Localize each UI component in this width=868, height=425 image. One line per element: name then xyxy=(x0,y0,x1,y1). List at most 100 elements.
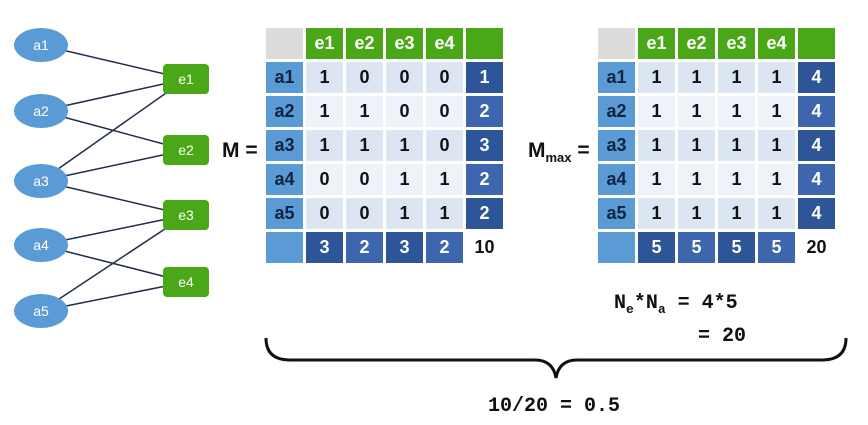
matrix-cell: 0 xyxy=(426,62,463,93)
node-a5: a5 xyxy=(14,294,68,328)
bipartite-graph: a1 a2 a3 a4 a5 e1 e2 e3 e4 xyxy=(14,28,209,328)
matrix-cell: 1 xyxy=(718,62,755,93)
matrix-cell: 1 xyxy=(346,130,383,161)
matrix-cell: 0 xyxy=(386,96,423,127)
row-header: a1 xyxy=(598,62,635,93)
row-sum: 4 xyxy=(798,198,835,229)
column-header: e3 xyxy=(386,28,423,59)
matrix-cell: 0 xyxy=(386,62,423,93)
matrix-cell: 0 xyxy=(346,198,383,229)
column-header: e2 xyxy=(346,28,383,59)
matrix-cell: 0 xyxy=(306,198,343,229)
svg-text:a5: a5 xyxy=(33,303,49,319)
column-header: e1 xyxy=(306,28,343,59)
total-sum: 20 xyxy=(798,232,835,263)
column-sum: 5 xyxy=(638,232,675,263)
column-header: e1 xyxy=(638,28,675,59)
node-a2: a2 xyxy=(14,94,68,128)
matrix-cell: 1 xyxy=(638,130,675,161)
node-a4: a4 xyxy=(14,228,68,262)
matrix-cell: 1 xyxy=(758,198,795,229)
row-sum: 2 xyxy=(466,164,503,195)
row-sum: 1 xyxy=(466,62,503,93)
matrix-cell: 0 xyxy=(306,164,343,195)
matrix-cell: 1 xyxy=(638,62,675,93)
row-sum: 2 xyxy=(466,198,503,229)
row-header: a5 xyxy=(598,198,635,229)
node-a1: a1 xyxy=(14,28,68,62)
column-sum: 3 xyxy=(306,232,343,263)
node-e1: e1 xyxy=(163,64,209,94)
row-sum: 4 xyxy=(798,164,835,195)
matrix-cell: 1 xyxy=(678,96,715,127)
matrix-cell: 1 xyxy=(386,164,423,195)
column-sum: 3 xyxy=(386,232,423,263)
matrix-cell: 1 xyxy=(718,130,755,161)
node-e3: e3 xyxy=(163,200,209,230)
svg-text:a1: a1 xyxy=(33,37,49,53)
matrix-cell: 1 xyxy=(306,96,343,127)
column-sum: 5 xyxy=(678,232,715,263)
edge-a5-e3 xyxy=(40,214,187,312)
ratio-result: 10/20 = 0.5 xyxy=(488,395,621,418)
svg-text:a4: a4 xyxy=(33,237,49,253)
row-header: a3 xyxy=(266,130,303,161)
svg-text:a3: a3 xyxy=(33,173,49,189)
matrix-cell: 1 xyxy=(718,96,755,127)
matrix-cell: 1 xyxy=(306,130,343,161)
row-sum: 4 xyxy=(798,62,835,93)
corner-cell xyxy=(266,28,303,59)
svg-text:e4: e4 xyxy=(178,274,194,290)
matrix-cell: 1 xyxy=(758,164,795,195)
column-sum: 5 xyxy=(718,232,755,263)
matrix-cell: 1 xyxy=(758,130,795,161)
matrix-cell: 1 xyxy=(678,164,715,195)
formula-line-2: = 20 xyxy=(698,325,747,348)
row-sum: 3 xyxy=(466,130,503,161)
column-header xyxy=(798,28,835,59)
column-header: e3 xyxy=(718,28,755,59)
formula-line-1: Ne*Na = 4*5 xyxy=(614,292,738,317)
svg-text:e2: e2 xyxy=(178,142,194,158)
matrix-max: e1 e2 e3 e4 a1 1 1 1 1 4 a2 1 1 1 1 4 a3 1 1 1 1 4 a4 1 1 1 1 4 a5 1 1… xyxy=(595,25,838,266)
matrix-cell: 1 xyxy=(638,164,675,195)
matrix-cell: 1 xyxy=(718,164,755,195)
blank-cell xyxy=(266,232,303,263)
matrix-cell: 1 xyxy=(426,164,463,195)
matrix-cell: 0 xyxy=(426,130,463,161)
total-sum: 10 xyxy=(466,232,503,263)
matrix-cell: 1 xyxy=(718,198,755,229)
corner-cell xyxy=(598,28,635,59)
column-header: e2 xyxy=(678,28,715,59)
matrix-max-label: Mmax = xyxy=(528,139,590,166)
matrix-cell: 1 xyxy=(386,130,423,161)
node-a3: a3 xyxy=(14,164,68,198)
row-header: a3 xyxy=(598,130,635,161)
matrix-cell: 1 xyxy=(678,198,715,229)
matrix-cell: 1 xyxy=(426,198,463,229)
matrix-cell: 1 xyxy=(638,198,675,229)
column-sum: 2 xyxy=(426,232,463,263)
svg-text:e1: e1 xyxy=(178,71,194,87)
row-header: a2 xyxy=(598,96,635,127)
matrix-cell: 0 xyxy=(346,164,383,195)
row-sum: 2 xyxy=(466,96,503,127)
matrix-cell: 1 xyxy=(678,62,715,93)
matrix-cell: 0 xyxy=(346,62,383,93)
matrix-cell: 1 xyxy=(386,198,423,229)
row-sum: 4 xyxy=(798,96,835,127)
row-header: a4 xyxy=(598,164,635,195)
row-sum: 4 xyxy=(798,130,835,161)
matrix-cell: 1 xyxy=(638,96,675,127)
matrix-m: e1 e2 e3 e4 a1 1 0 0 0 1 a2 1 1 0 0 2 a3 1 1 1 0 3 a4 0 0 1 1 2 a5 0 0… xyxy=(263,25,506,266)
matrix-cell: 1 xyxy=(758,96,795,127)
edge-a3-e1 xyxy=(40,78,187,182)
blank-cell xyxy=(598,232,635,263)
row-header: a4 xyxy=(266,164,303,195)
column-sum: 5 xyxy=(758,232,795,263)
row-header: a1 xyxy=(266,62,303,93)
column-header xyxy=(466,28,503,59)
node-e2: e2 xyxy=(163,135,209,165)
matrix-cell: 1 xyxy=(678,130,715,161)
